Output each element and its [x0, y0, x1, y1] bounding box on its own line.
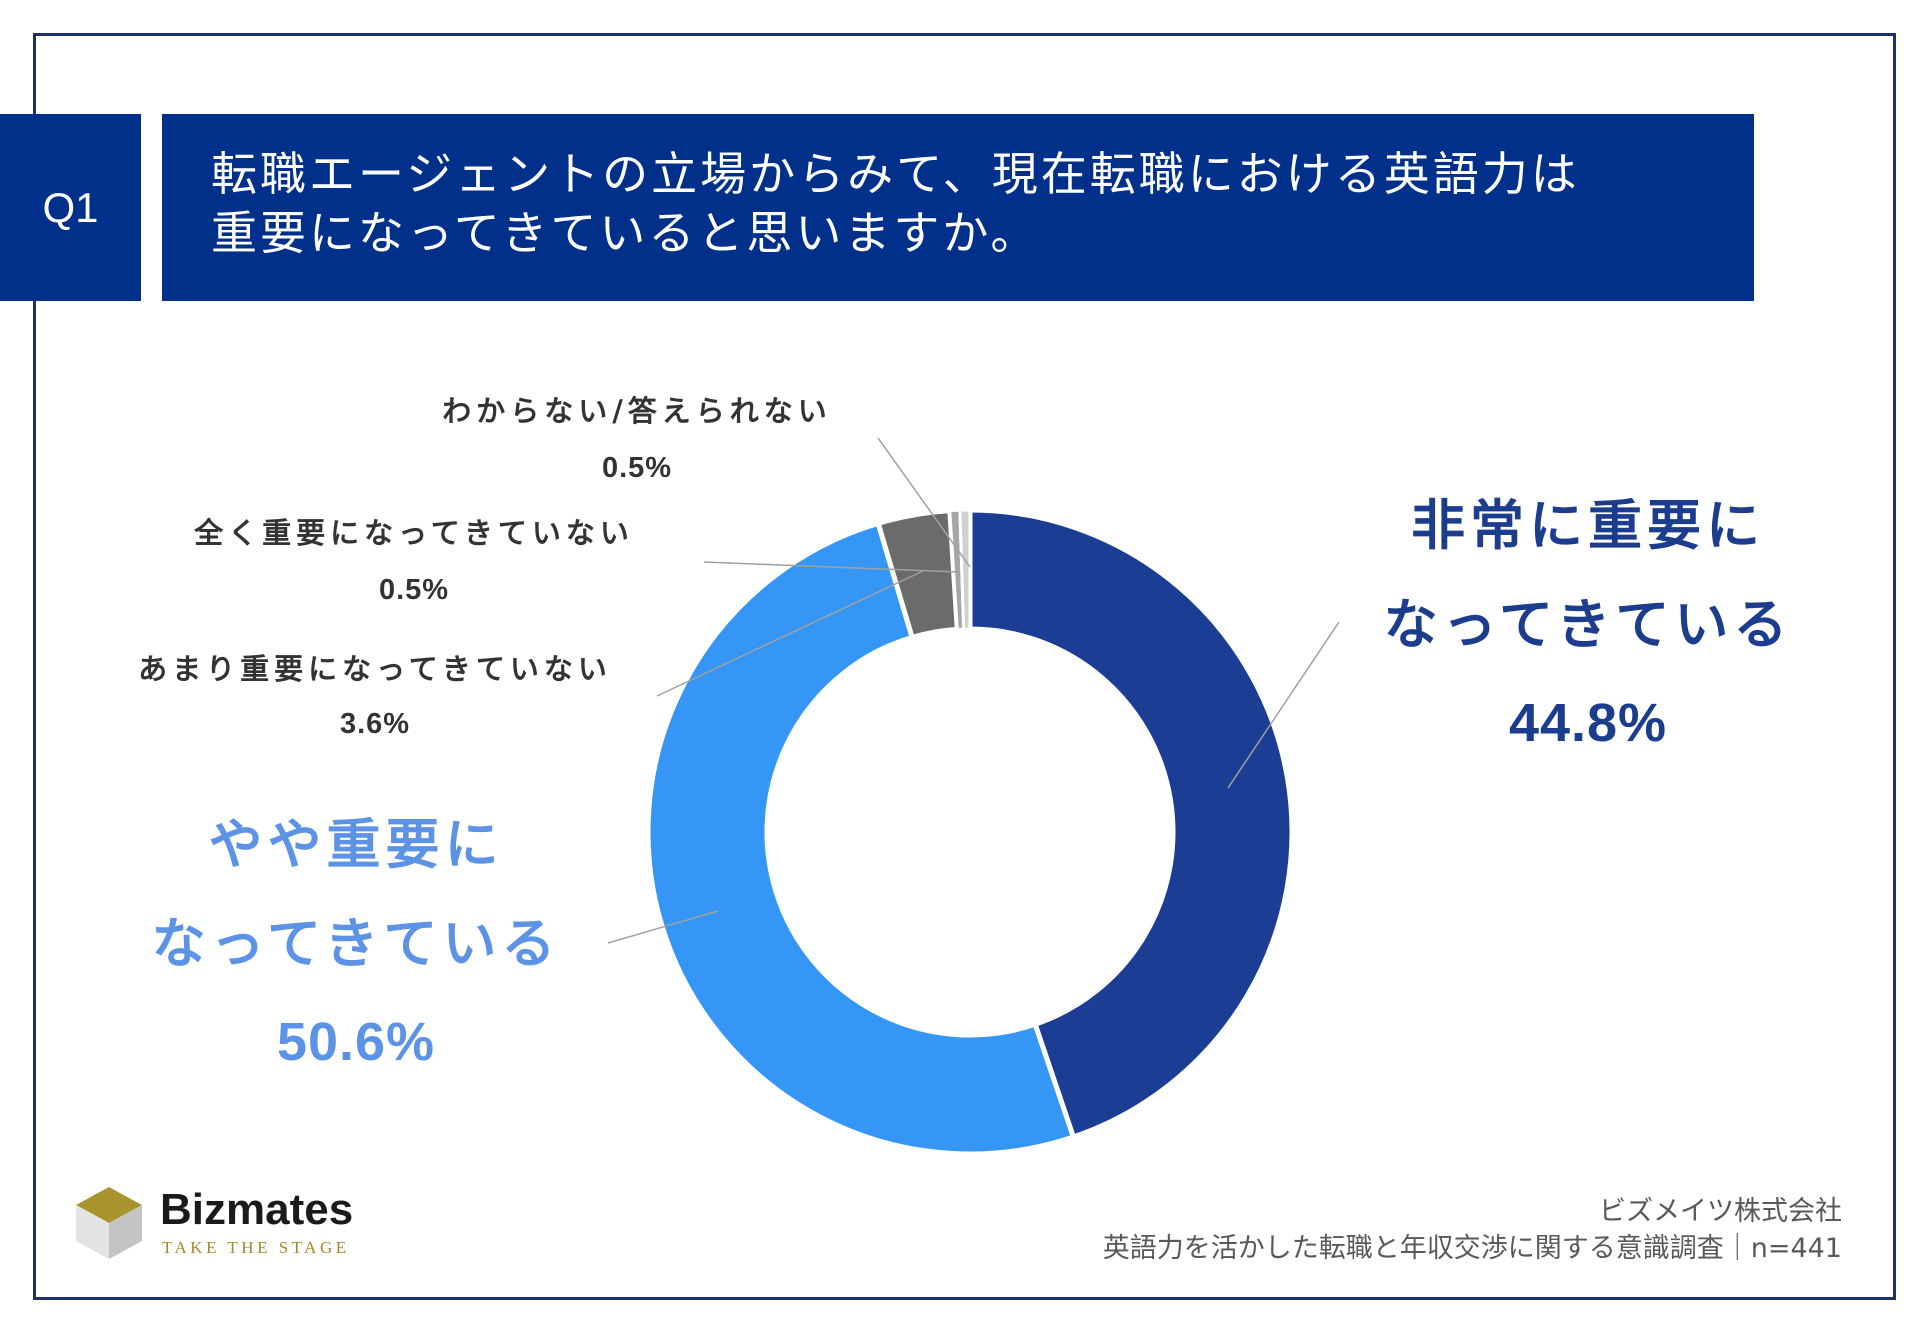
brand-name: Bizmates: [160, 1185, 354, 1234]
source-survey: 英語力を活かした転職と年収交渉に関する意識調査｜n=441: [1102, 1233, 1842, 1264]
source-company: ビズメイツ株式会社: [1599, 1196, 1842, 1227]
value-label: 3.6%: [339, 708, 411, 740]
value-label: 0.5%: [378, 574, 450, 606]
label-somewhat-important: やや重要に なってきている 50.6%: [116, 795, 596, 1092]
value-label: 0.5%: [601, 452, 673, 484]
category-label: 非常に重要に なってきている: [1383, 494, 1793, 656]
label-not-at-all-important: 全く重要になってきていない 0.5%: [164, 505, 664, 619]
slice-dont-know: [958, 508, 972, 631]
question-number: Q1: [42, 183, 99, 231]
leader-line-not-at-all-important: [703, 561, 959, 573]
label-very-important: 非常に重要に なってきている 44.8%: [1348, 476, 1828, 773]
question-title-line-1: 転職エージェントの立場からみて、現在転職における英語力は: [211, 147, 1580, 201]
label-not-very-important: あまり重要になってきていない 3.6%: [105, 642, 645, 752]
category-label: わからない/答えられない: [442, 394, 832, 428]
category-label: 全く重要になってきていない: [194, 516, 634, 550]
cube-left-face: [76, 1205, 109, 1259]
cube-right-face: [109, 1205, 142, 1259]
category-label: あまり重要になってきていない: [138, 652, 612, 686]
slice-very-important: [967, 507, 1295, 1141]
source-note: ビズメイツ株式会社 英語力を活かした転職と年収交渉に関する意識調査｜n=441: [1103, 1193, 1842, 1267]
slide-frame: [33, 33, 1896, 1300]
leader-line-not-very-important: [656, 570, 924, 697]
slice-somewhat-important: [645, 520, 1077, 1157]
brand-tagline: TAKE THE STAGE: [162, 1238, 350, 1257]
cube-logo-icon: [76, 1187, 142, 1259]
label-dont-know: わからない/答えられない 0.5%: [407, 383, 867, 497]
question-title-line-2: 重要になってきていると思いますか。: [211, 206, 1040, 260]
category-label: やや重要に なってきている: [151, 813, 561, 975]
leader-line-dont-know: [877, 437, 971, 568]
value-label: 50.6%: [276, 1012, 436, 1072]
leader-lines: [607, 437, 1340, 944]
leader-line-very-important: [1227, 621, 1340, 789]
question-number-badge: Q1: [0, 114, 141, 301]
leader-line-somewhat-important: [607, 910, 719, 944]
donut-slices: [645, 507, 1295, 1157]
question-title-bar: 転職エージェントの立場からみて、現在転職における英語力は 重要になってきていると…: [162, 114, 1754, 301]
value-label: 44.8%: [1508, 693, 1668, 753]
